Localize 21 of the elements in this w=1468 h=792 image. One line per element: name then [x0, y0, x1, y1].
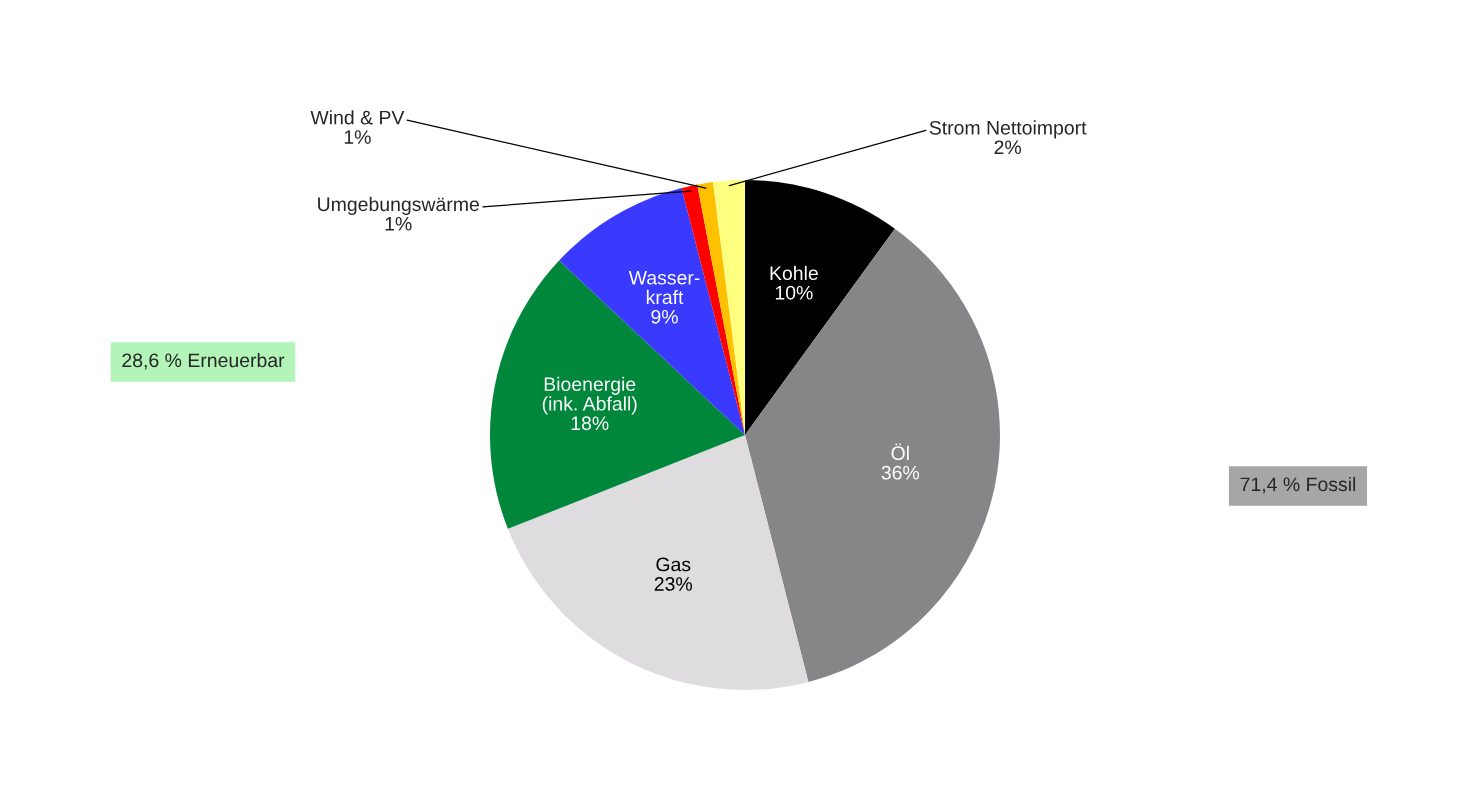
data-label: 1% — [385, 217, 412, 231]
data-label: 23% — [654, 577, 692, 591]
data-label: 10% — [775, 285, 813, 300]
pie-slice — [490, 260, 745, 529]
text: 28,6 % Erneuerbar — [122, 352, 285, 370]
data-label: 1% — [344, 130, 371, 144]
slice-label: Gas — [656, 557, 691, 572]
pie-slice — [507, 435, 809, 690]
slice-label: Umgebungswärme — [318, 196, 479, 215]
data-label: 2% — [994, 140, 1022, 155]
pie-slice — [745, 228, 1000, 682]
data-label: 18% — [571, 416, 609, 431]
slice-label: Bioenergie (ink. Abfall) — [542, 376, 637, 415]
data-label: 9% — [651, 309, 678, 324]
slice-label: Strom Nettoimport — [929, 120, 1087, 139]
text: 71,4 % Fossil — [1240, 476, 1356, 494]
slice-label: Kohle — [770, 265, 818, 281]
slice-label: Wind & PV — [310, 110, 405, 125]
slice-label: Öl — [891, 443, 909, 461]
data-label: 36% — [881, 465, 920, 480]
slice-label: Wasser- kraft — [628, 271, 700, 305]
